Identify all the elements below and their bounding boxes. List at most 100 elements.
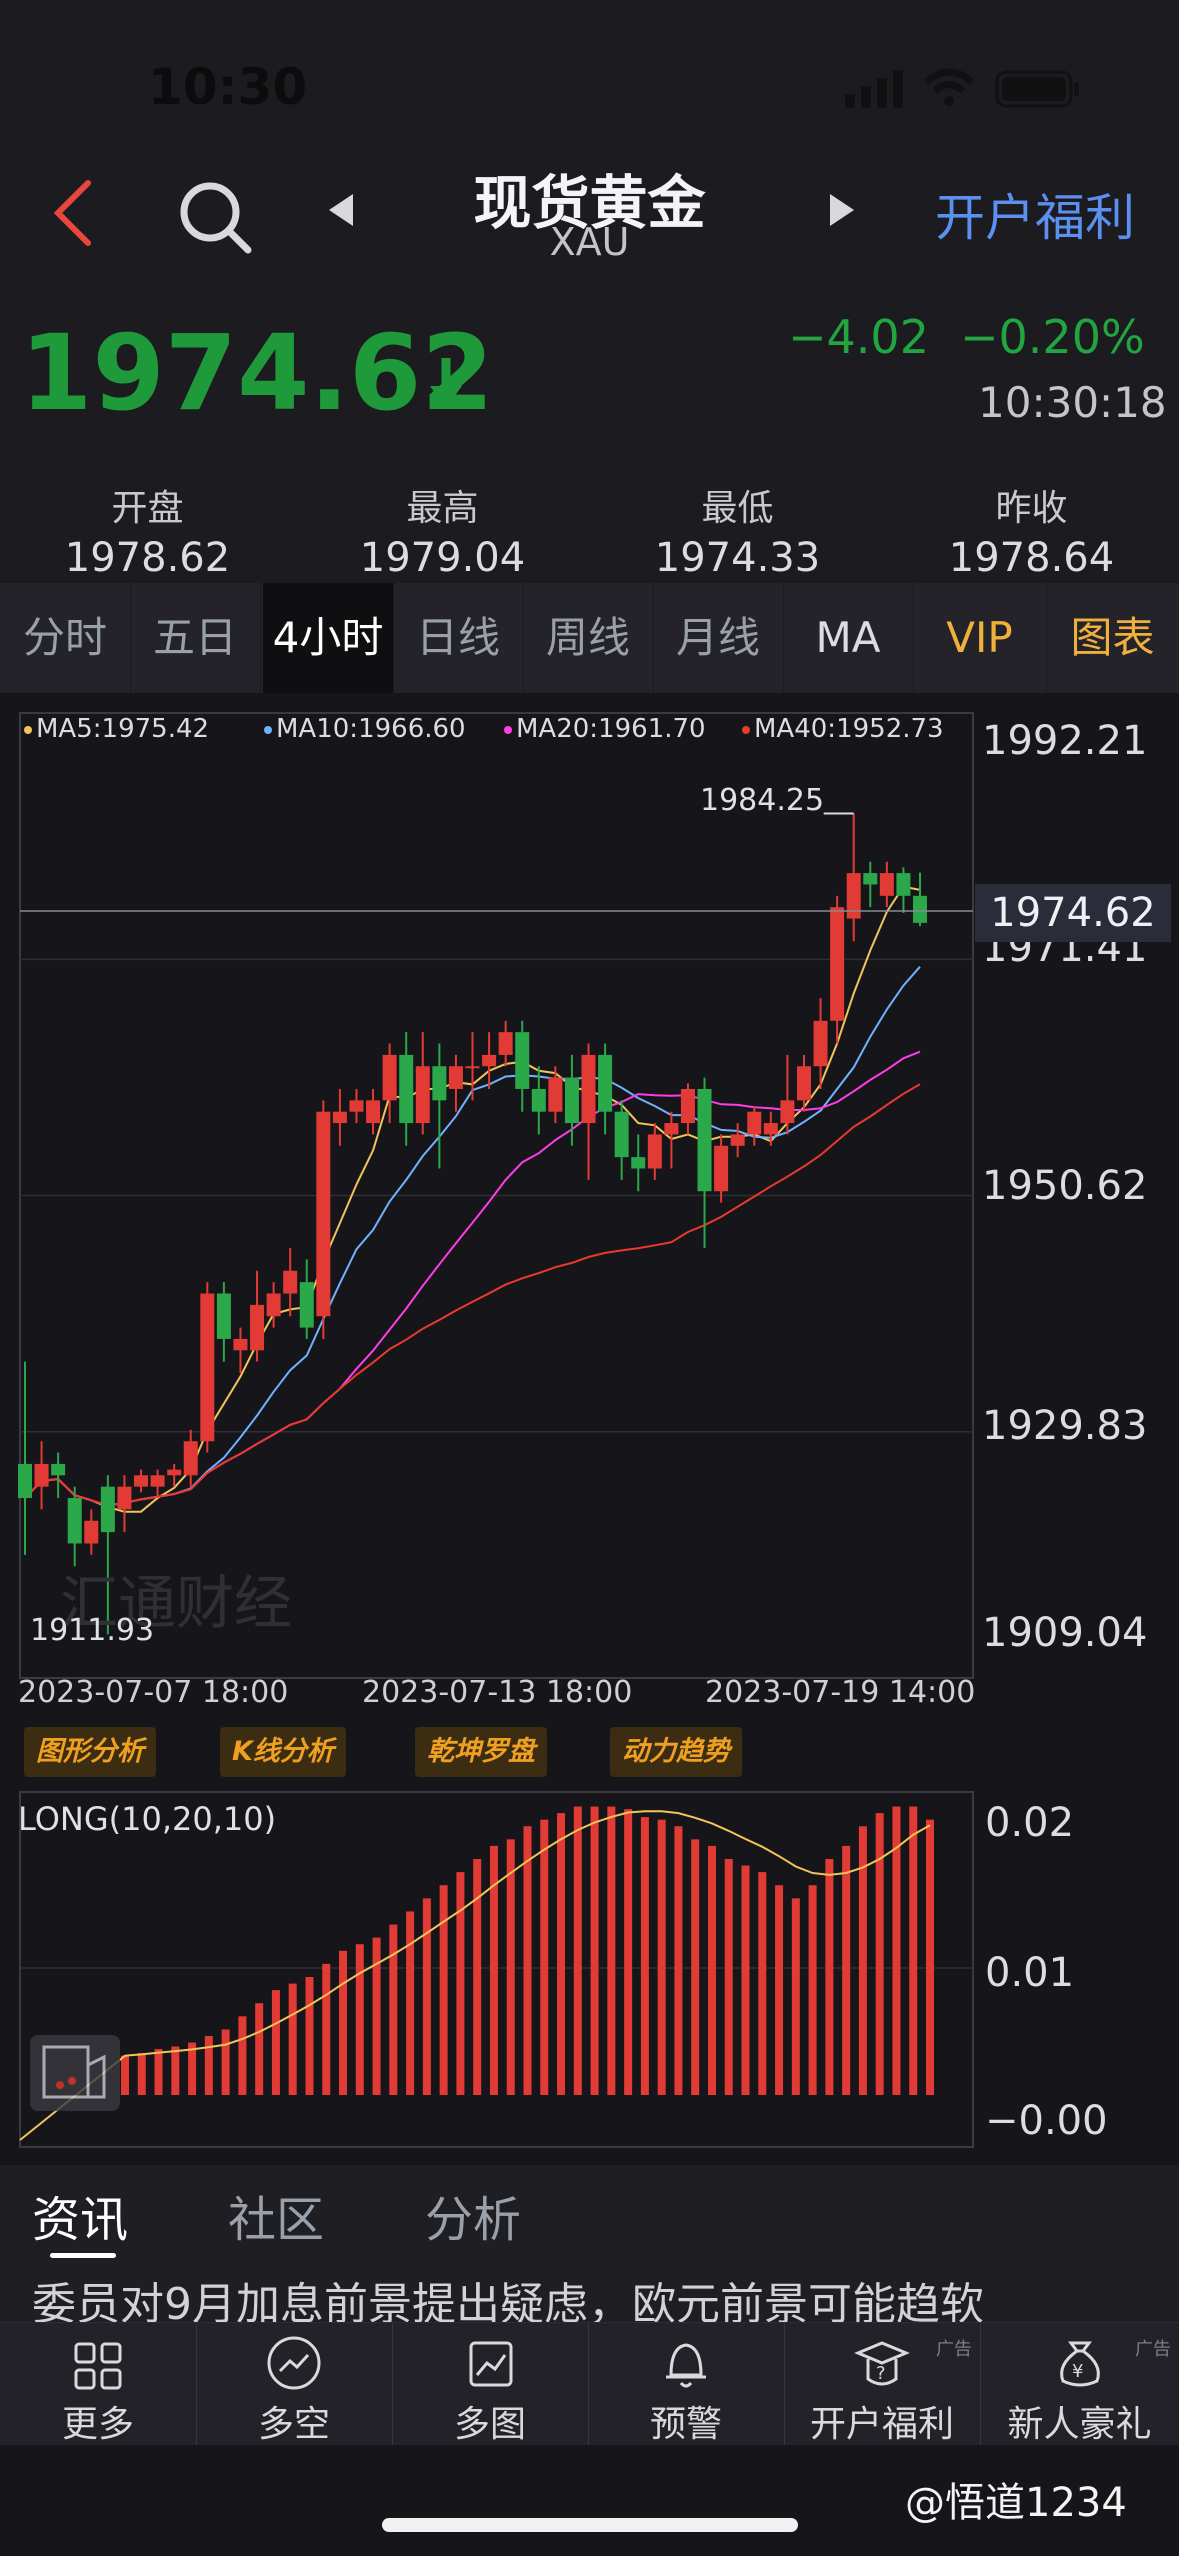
home-indicator[interactable]: [382, 2518, 798, 2532]
ma5-line: [24, 885, 921, 1513]
badge-kline-analysis[interactable]: K线分析: [220, 1727, 346, 1777]
indicator-bar: [255, 2003, 264, 2095]
active-tab-underline: [50, 2253, 116, 2258]
ma10-legend: MA10:1966.60: [276, 714, 466, 744]
indicator-bar: [238, 2016, 247, 2095]
indicator-bar: [674, 1826, 683, 2095]
ma5-legend: MA5:1975.42: [36, 714, 210, 744]
candle: [763, 1123, 778, 1135]
current-price: 1974.62: [20, 312, 494, 434]
grid-icon: [74, 2342, 122, 2390]
ma40-legend: MA40:1952.73: [754, 714, 944, 744]
candle: [183, 1441, 198, 1476]
candle: [830, 907, 845, 1021]
indicator-bar: [406, 1911, 415, 2095]
multi-chart-label: 多图: [453, 2404, 526, 2445]
indicator-signal-line: [19, 1810, 931, 2141]
long-short-button[interactable]: 多空: [196, 2323, 393, 2445]
candle: [730, 1134, 745, 1146]
tab-monthly[interactable]: 月线: [653, 583, 784, 693]
more-button[interactable]: 更多: [0, 2323, 197, 2445]
tab-timeshare[interactable]: 分时: [0, 583, 131, 693]
indicator-bar: [422, 1898, 431, 2095]
next-arrow-icon[interactable]: [828, 190, 858, 234]
badge-compass[interactable]: 乾坤罗盘: [415, 1727, 547, 1777]
tab-daily[interactable]: 日线: [393, 583, 524, 693]
stat-prev-close: 昨收 1978.64: [948, 488, 1115, 581]
indicator-bar: [691, 1839, 700, 2095]
price-change: −4.02: [788, 310, 929, 364]
candle: [747, 1111, 762, 1135]
long-short-label: 多空: [257, 2404, 330, 2445]
news-ticker[interactable]: 委员对9月加息前景提出疑虑，欧元前景可能趋软: [0, 2260, 1179, 2330]
indicator-axis-1: 0.02: [985, 1800, 1075, 1846]
badge-pattern-analysis[interactable]: 图形分析: [24, 1727, 156, 1777]
new-user-gift-label: 新人豪礼: [1007, 2404, 1152, 2445]
candle: [614, 1111, 629, 1158]
candle: [697, 1088, 712, 1192]
candle: [913, 895, 927, 923]
stat-high: 最高 1979.04: [359, 488, 526, 581]
candle: [167, 1469, 182, 1476]
multi-chart-button[interactable]: 多图: [392, 2323, 589, 2445]
tab-analysis[interactable]: 分析: [425, 2192, 522, 2248]
down-arrow-icon: [428, 356, 464, 414]
badge-momentum[interactable]: 动力趋势: [610, 1727, 742, 1777]
open-account-button[interactable]: 广告 ? 开户福利: [784, 2323, 981, 2445]
indicator-bar: [741, 1865, 750, 2095]
tab-community[interactable]: 社区: [228, 2192, 325, 2248]
indicator-bar: [909, 1806, 918, 2095]
indicator-bar: [573, 1806, 582, 2095]
candle: [465, 1066, 480, 1069]
candle: [34, 1463, 49, 1487]
indicator-bar: [775, 1885, 784, 2095]
candle: [299, 1282, 314, 1328]
tab-4h[interactable]: 4小时: [263, 583, 394, 693]
alert-button[interactable]: 预警: [588, 2323, 785, 2445]
tab-ma[interactable]: MA: [783, 583, 914, 693]
open-account-link[interactable]: 开户福利: [935, 189, 1135, 247]
candle: [150, 1475, 165, 1487]
candle: [448, 1066, 463, 1089]
indicator-bar: [926, 1819, 934, 2095]
long-indicator-chart[interactable]: [0, 1790, 1179, 2150]
indicator-bar: [339, 1950, 348, 2095]
indicator-bar: [439, 1885, 448, 2095]
indicator-bar: [657, 1819, 666, 2095]
candle: [548, 1077, 563, 1112]
chart-icon: [469, 2341, 513, 2387]
ticker-text: 委员对9月加息前景提出疑虑，欧元前景可能趋软: [32, 2279, 984, 2330]
back-icon[interactable]: [48, 178, 94, 252]
indicator-axis-2: 0.01: [985, 1950, 1075, 1996]
page-subtitle: XAU: [549, 220, 630, 264]
indicator-bar: [171, 2046, 180, 2095]
tab-chart-settings[interactable]: 图表: [1070, 613, 1155, 662]
candle: [18, 1463, 32, 1499]
candle: [813, 1020, 828, 1067]
indicator-bar: [204, 2036, 213, 2095]
fullscreen-icon[interactable]: [30, 2035, 120, 2111]
current-price-tag: 1974.62: [975, 884, 1171, 942]
stat-open: 开盘 1978.62: [64, 488, 231, 581]
tab-news[interactable]: 资讯: [32, 2192, 129, 2248]
candle: [349, 1100, 364, 1112]
stat-low: 最低 1974.33: [654, 488, 821, 581]
candlestick-chart[interactable]: 汇通财经: [0, 693, 1179, 1693]
indicator-bar: [825, 1859, 834, 2095]
wifi-icon: [922, 68, 976, 112]
indicator-bar: [372, 1937, 381, 2095]
new-user-gift-button[interactable]: 广告 ¥ 新人豪礼: [980, 2323, 1179, 2445]
open-account-label: 开户福利: [809, 2404, 954, 2445]
indicator-bar: [875, 1813, 884, 2095]
ad-label: 广告: [936, 2339, 972, 2360]
tab-five-day[interactable]: 五日: [130, 583, 261, 693]
footer-watermark: @悟道1234: [905, 2480, 1127, 2526]
alert-label: 预警: [649, 2404, 722, 2445]
tab-vip[interactable]: VIP: [913, 583, 1047, 693]
search-icon[interactable]: [178, 180, 254, 260]
tab-weekly[interactable]: 周线: [523, 583, 654, 693]
candle: [200, 1293, 215, 1442]
candle: [250, 1304, 265, 1351]
prev-arrow-icon[interactable]: [325, 190, 355, 234]
indicator-bar: [489, 1845, 498, 2095]
